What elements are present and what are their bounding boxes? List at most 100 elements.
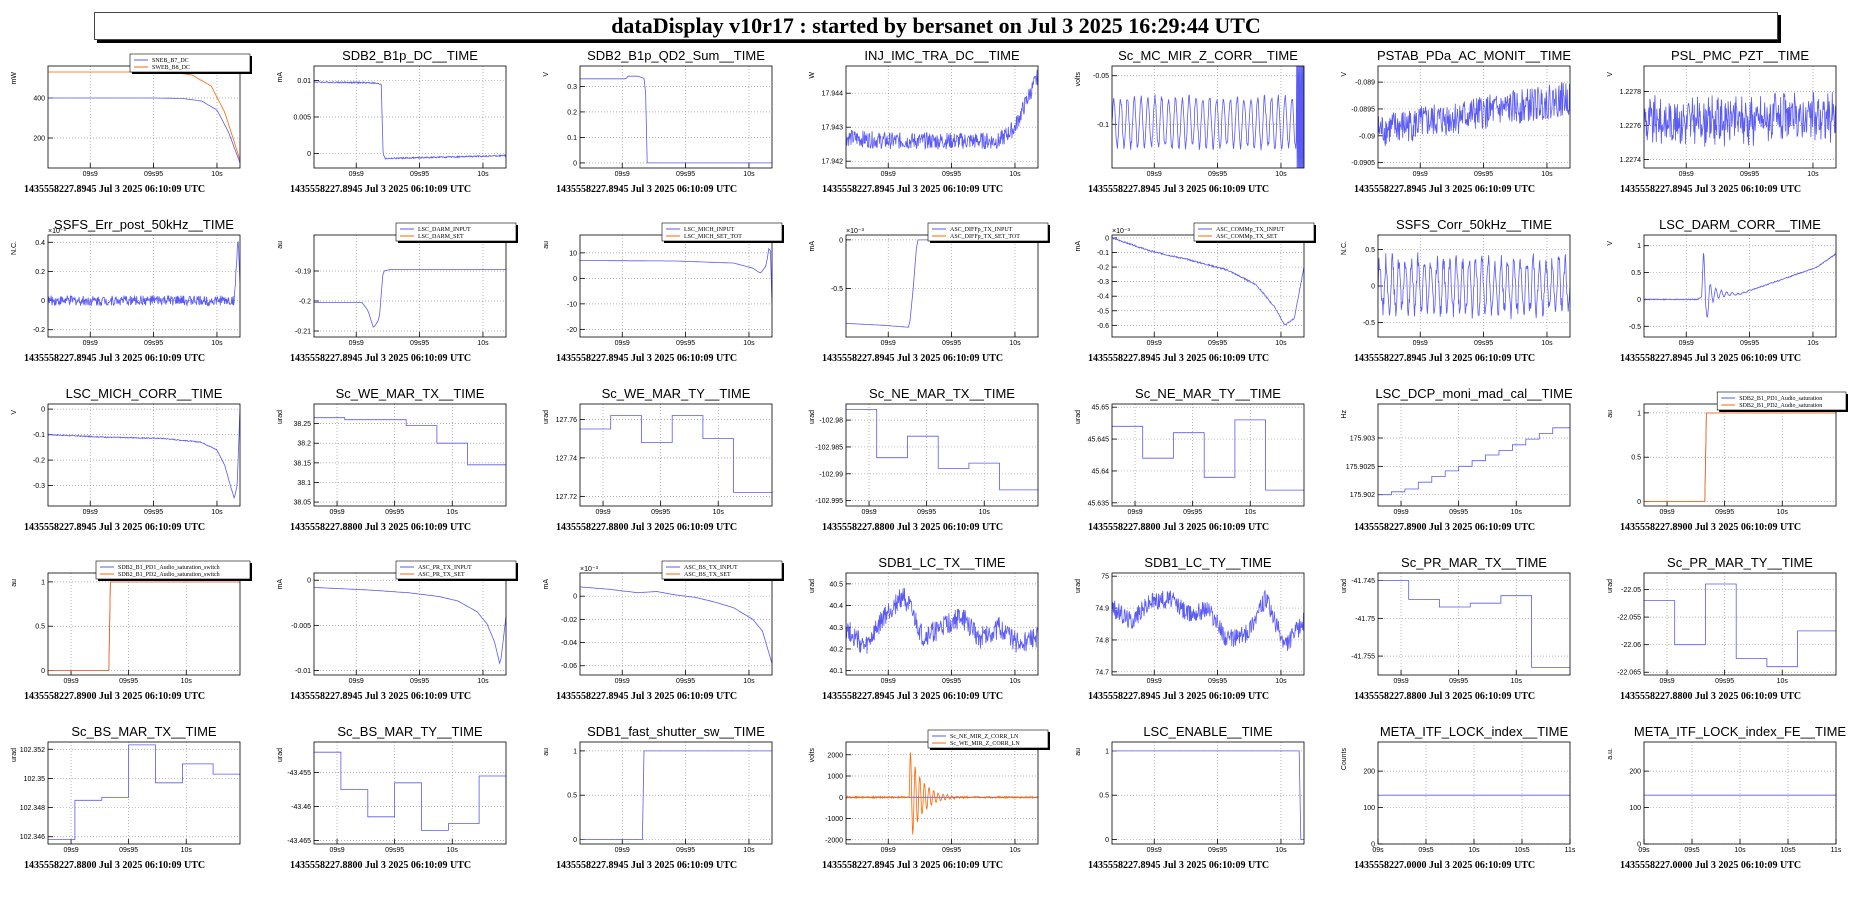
y-tick-label: 17.942 (822, 159, 844, 166)
chart-panel: mA ×10⁻³ -0.06 -0.04 -0.02 0 09s9 09s95 10s ASC_B… (536, 555, 802, 724)
chart-panel: SDB2_B1p_DC__TIME mA 0 0.005 0.01 09s9 09s95 10… (270, 48, 536, 217)
chart-panel: mW 200 400 09s9 09s95 10s SNEB_B7_DC SWEB_B8_DC… (4, 48, 270, 217)
x-tick-label: 09s9 (1147, 847, 1162, 854)
y-tick-label: -0.5 (1097, 308, 1109, 315)
series-line (1644, 253, 1836, 318)
y-tick-label: 17.944 (822, 91, 844, 98)
y-tick-label: 1.2276 (1620, 123, 1642, 130)
y-tick-label: -0.19 (295, 269, 311, 276)
time-stamp: 1435558227.8800 Jul 3 2025 06:10:09 UTC (556, 522, 737, 533)
series-line (846, 239, 1038, 328)
chart-svg: INJ_IMC_TRA_DC__TIME W 17.942 17.943 17.944 0… (809, 48, 1039, 195)
x-tick-label: 10s (1777, 678, 1789, 685)
time-stamp: 1435558227.8945 Jul 3 2025 06:10:09 UTC (556, 353, 737, 364)
time-stamp: 1435558227.8945 Jul 3 2025 06:10:09 UTC (556, 691, 737, 702)
chart-panel: SSFS_Corr_50kHz__TIME N.C. -0.5 0 0.5 09s9 09s… (1334, 217, 1600, 386)
y-axis-exponent: ×10⁻³ (580, 566, 599, 573)
x-tick-label: 09s9 (881, 847, 896, 854)
y-tick-label: -1000 (825, 816, 843, 823)
time-stamp: 1435558227.8945 Jul 3 2025 06:10:09 UTC (1088, 860, 1269, 871)
chart-title: Sc_PR_MAR_TY__TIME (1667, 555, 1813, 570)
y-tick-label: 0.5 (567, 793, 577, 800)
y-tick-label: -0.2 (33, 327, 45, 334)
plot-frame (845, 65, 1039, 169)
y-tick-label: 0 (307, 151, 311, 158)
x-tick-label: 09s9 (861, 509, 876, 516)
chart-panel: LSC_MICH_CORR__TIME V -0.3 -0.2 -0.1 0 09s9 09s… (4, 386, 270, 555)
chart-panel: LSC_ENABLE__TIME au 0 0.5 1 09s9 09s95 10s 14355… (1068, 724, 1334, 893)
legend-entry: SWEB_B8_DC (152, 65, 190, 71)
x-tick-label: 10s (447, 509, 459, 516)
y-axis-exponent: ×10⁻³ (1112, 228, 1131, 235)
y-tick-label: 40.1 (829, 668, 843, 675)
legend-entry: SDB2_B1_PD1_Audio_saturation_switch (118, 565, 220, 571)
legend-entry: ASC_BS_TX_SET (684, 572, 731, 578)
x-tick-label: 09s9 (329, 847, 344, 854)
y-tick-label: -22.055 (1617, 615, 1641, 622)
y-tick-label: -0.09 (1359, 133, 1375, 140)
series-line (48, 409, 240, 500)
y-tick-label: 1 (573, 748, 577, 755)
plot-frame (313, 234, 507, 338)
x-tick-label: 09s9 (1659, 509, 1674, 516)
series-line (580, 75, 772, 164)
y-tick-label: 0.01 (297, 78, 311, 85)
x-tick-label: 09s95 (144, 171, 163, 178)
chart-svg: META_ITF_LOCK_index_FE__TIME a.u. 0 100 200 0… (1607, 724, 1846, 871)
y-tick-label: 0.005 (293, 115, 311, 122)
y-axis-label: N.C. (1341, 241, 1348, 255)
y-axis-label: a.u. (1607, 748, 1614, 760)
y-tick-label: -2000 (825, 837, 843, 844)
chart-svg: mA ×10⁻³ -0.06 -0.04 -0.02 0 09s9 09s95 10s ASC_B… (543, 560, 784, 702)
x-tick-label: 09s9 (83, 509, 98, 516)
y-axis-label: urad (809, 410, 816, 424)
y-tick-label: 0.5 (35, 624, 45, 631)
chart-title: Sc_WE_MAR_TY__TIME (602, 386, 751, 401)
y-axis-label: urad (543, 410, 550, 424)
x-tick-label: 09s9 (1679, 171, 1694, 178)
chart-title: LSC_DARM_CORR__TIME (1659, 217, 1821, 232)
series-line (314, 80, 506, 160)
chart-title: PSTAB_PDa_AC_MONIT__TIME (1377, 48, 1571, 63)
y-tick-label: -0.3 (1097, 279, 1109, 286)
y-tick-label: -0.005 (291, 623, 311, 630)
x-tick-label: 09s95 (1740, 340, 1759, 347)
y-tick-label: 175.903 (1350, 436, 1375, 443)
series-line (846, 752, 1038, 835)
chart-svg: SDB2_B1p_DC__TIME mA 0 0.005 0.01 09s9 09s95 10… (277, 48, 507, 195)
series-line (48, 581, 240, 671)
y-axis-label: V (1607, 72, 1614, 77)
y-axis-label: au (543, 748, 550, 756)
x-tick-label: 09s95 (676, 847, 695, 854)
y-tick-label: 0.5 (1631, 455, 1641, 462)
y-axis-label: V (1607, 241, 1614, 246)
x-tick-label: 09s95 (1715, 678, 1734, 685)
chart-title: Sc_NE_MAR_TX__TIME (869, 386, 1015, 401)
plot-frame (1111, 65, 1305, 169)
chart-svg: volts -2000 -1000 0 1000 2000 09s9 09s95 10s Sc_N… (809, 729, 1050, 871)
chart-panel: Sc_MC_MIR_Z_CORR__TIME volts -0.1 -0.05 09s9… (1068, 48, 1334, 217)
chart-panel: au -0.21 -0.2 -0.19 09s9 09s95 10s LSC_DARM_INP… (270, 217, 536, 386)
legend-entry: ASC_PR_TX_SET (418, 572, 465, 578)
plot-frame (1377, 741, 1571, 845)
time-stamp: 1435558227.8945 Jul 3 2025 06:10:09 UTC (1354, 184, 1535, 195)
x-tick-label: 10s (1511, 509, 1523, 516)
y-tick-label: 175.9025 (1346, 464, 1375, 471)
y-axis-label: V (11, 410, 18, 415)
legend-entry: LSC_MICH_SET_TOT (684, 234, 742, 240)
x-tick-label: 09s9 (1393, 678, 1408, 685)
legend-box (395, 222, 517, 242)
x-tick-label: 09s95 (942, 340, 961, 347)
series-line (48, 241, 240, 307)
chart-panel: mA ×10⁻³ -0.5 0 09s9 09s95 10s ASC_DIFFp_TX_INP… (802, 217, 1068, 386)
x-tick-label: 09s95 (144, 340, 163, 347)
chart-panel: PSTAB_PDa_AC_MONIT__TIME V -0.0905 -0.09 -0.… (1334, 48, 1600, 217)
x-tick-label: 10s (1807, 340, 1819, 347)
time-stamp: 1435558227.8945 Jul 3 2025 06:10:09 UTC (24, 353, 205, 364)
legend-entry: ASC_COMMp_TX_INPUT (1216, 227, 1285, 233)
chart-panel: INJ_IMC_TRA_DC__TIME W 17.942 17.943 17.944 0… (802, 48, 1068, 217)
x-tick-label: 09s9 (1679, 340, 1694, 347)
chart-svg: SSFS_Err_post_50kHz__TIME N.C. ×10⁻³ -0.2 0 0… (11, 217, 241, 364)
y-axis-label: mA (1075, 241, 1082, 252)
